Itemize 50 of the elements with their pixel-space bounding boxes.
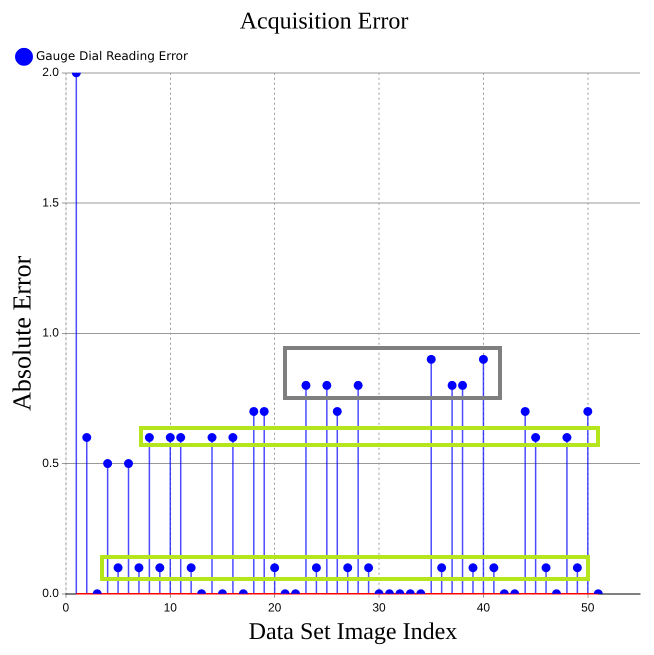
point (155, 563, 164, 572)
y-tick-label: 1.0 (42, 326, 60, 340)
x-tick-label: 50 (581, 600, 595, 614)
y-tick-label: 2.0 (42, 65, 60, 80)
point (312, 563, 321, 572)
point (426, 354, 436, 364)
point (332, 406, 342, 416)
point (301, 380, 310, 390)
x-tick-label: 20 (268, 600, 282, 614)
chart-title: Acquisition Error (240, 8, 408, 35)
point (166, 433, 175, 442)
point (531, 433, 540, 442)
y-axis-title: Absolute Error (7, 255, 36, 411)
point (448, 380, 457, 390)
point (354, 380, 363, 390)
point (103, 459, 112, 468)
point (228, 433, 238, 442)
point (572, 563, 582, 572)
point (520, 406, 530, 416)
y-tick-label: 0.0 (42, 586, 60, 600)
point (270, 563, 280, 572)
x-tick-label: 30 (372, 600, 386, 614)
point (583, 406, 592, 416)
point (124, 459, 134, 468)
point (478, 354, 488, 364)
point (144, 433, 154, 442)
point (186, 563, 196, 572)
point (322, 380, 332, 390)
point (489, 563, 498, 572)
point (114, 563, 123, 572)
point (82, 433, 92, 442)
point (458, 380, 468, 390)
point (468, 563, 478, 572)
x-tick-label: 0 (62, 600, 70, 614)
y-tick-label: 1.5 (42, 195, 60, 210)
point (562, 433, 572, 442)
point (208, 433, 217, 442)
point (249, 406, 258, 416)
x-axis-title: Data Set Image Index (248, 618, 458, 645)
point (260, 406, 269, 416)
x-tick-label: 40 (476, 600, 490, 614)
y-tick-label: 0.5 (42, 456, 60, 470)
legend-label: Gauge Dial Reading Error (36, 48, 188, 63)
x-tick-label: 10 (164, 600, 178, 614)
point (437, 563, 446, 572)
point (134, 563, 144, 572)
point (364, 563, 374, 572)
point (176, 433, 186, 442)
point (542, 563, 551, 572)
point (343, 563, 352, 572)
